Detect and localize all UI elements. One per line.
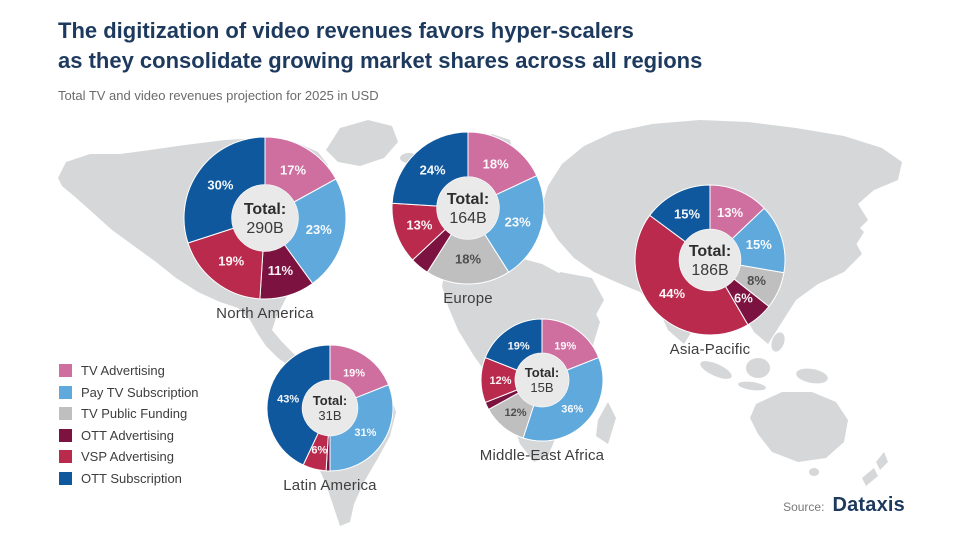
map-java [738, 381, 766, 391]
donut-north-america-pct-ott-subscription: 30% [207, 178, 233, 193]
map-tasmania [809, 468, 819, 476]
legend-label: TV Public Funding [81, 406, 188, 422]
donut-latin-america-pct-pay-tv-subscription: 31% [354, 427, 376, 439]
donut-latin-america-total-label: Total: [313, 393, 347, 408]
legend-label: OTT Advertising [81, 427, 174, 443]
map-philippines [771, 332, 785, 352]
donut-middle-east-africa-pct-vsp-advertising: 12% [490, 375, 512, 387]
donut-north-america-total-value: 290B [246, 220, 283, 237]
donut-north-america-pct-vsp-advertising: 19% [218, 254, 244, 269]
map-new-guinea [796, 368, 828, 384]
legend-item-ott-advertising: OTT Advertising [59, 425, 199, 447]
donut-europe-pct-tv-advertising: 18% [483, 156, 509, 171]
donut-asia-pacific-pct-pay-tv-subscription: 15% [746, 237, 772, 252]
donut-europe-pct-vsp-advertising: 13% [406, 218, 432, 233]
donut-north-america-pct-pay-tv-subscription: 23% [306, 222, 332, 237]
region-label-middle-east-africa: Middle-East Africa [479, 447, 605, 464]
donut-middle-east-africa-total-label: Total: [525, 365, 559, 380]
legend-label: OTT Subscription [81, 470, 182, 486]
donut-north-america: Total: 290B 17% 23% 11% 19% 30% [183, 136, 347, 300]
legend-item-tv-public-funding: TV Public Funding [59, 403, 199, 425]
page-title-line-1: The digitization of video revenues favor… [58, 18, 634, 43]
donut-middle-east-africa-pct-ott-subscription: 19% [508, 341, 530, 353]
donut-middle-east-africa-pct-tv-advertising: 19% [554, 341, 576, 353]
legend-item-ott-subscription: OTT Subscription [59, 468, 199, 490]
donut-europe-hole [436, 176, 500, 240]
donut-europe-pct-tv-public-funding: 18% [455, 252, 481, 267]
map-new-zealand-south [862, 468, 878, 486]
donut-latin-america-hole [302, 380, 358, 436]
donut-middle-east-africa-pct-pay-tv-subscription: 36% [561, 403, 583, 415]
donut-asia-pacific-segment-vsp-advertising [634, 214, 749, 336]
map-japan [846, 224, 864, 252]
legend-item-pay-tv-subscription: Pay TV Subscription [59, 382, 199, 404]
donut-europe-pct-ott-subscription: 24% [420, 162, 446, 177]
page-subtitle: Total TV and video revenues projection f… [58, 88, 379, 103]
donut-north-america-hole [231, 184, 299, 252]
legend-swatch-ott-subscription [59, 471, 72, 485]
source-brand-dataxis: Dataxis [832, 494, 905, 516]
region-label-north-america: North America [216, 305, 314, 322]
page-title-line-2: as they consolidate growing market share… [58, 48, 703, 73]
donut-asia-pacific-total-value: 186B [691, 262, 728, 279]
legend-label: Pay TV Subscription [81, 384, 199, 400]
donut-asia-pacific: Total: 186B 13% 15% 8% 6% 44% 15% [634, 184, 786, 336]
page-title: The digitization of video revenues favor… [58, 16, 898, 76]
chart-legend: TV Advertising Pay TV Subscription TV Pu… [59, 360, 199, 489]
donut-europe: Total: 164B 18% 23% 18% 13% 24% [391, 131, 545, 285]
donut-latin-america-total-value: 31B [318, 408, 341, 423]
legend-swatch-ott-advertising [59, 428, 72, 442]
legend-swatch-tv-public-funding [59, 407, 72, 421]
donut-europe-pct-pay-tv-subscription: 23% [505, 214, 531, 229]
donut-asia-pacific-pct-ott-subscription: 15% [674, 206, 700, 221]
legend-swatch-pay-tv-subscription [59, 385, 72, 399]
map-madagascar [596, 402, 616, 444]
legend-label: VSP Advertising [81, 449, 174, 465]
map-borneo [746, 358, 770, 378]
source-attribution: Source: Dataxis [783, 494, 905, 517]
donut-europe-total-value: 164B [449, 210, 486, 227]
donut-asia-pacific-hole [679, 229, 741, 291]
donut-asia-pacific-pct-tv-advertising: 13% [717, 205, 743, 220]
map-new-zealand-north [876, 452, 888, 470]
donut-middle-east-africa-hole [515, 353, 569, 407]
donut-middle-east-africa: Total:15B 19% 36% 12% 12% 19% [480, 318, 604, 442]
donut-latin-america-pct-vsp-advertising: 6% [311, 444, 327, 456]
legend-label: TV Advertising [81, 363, 165, 379]
legend-swatch-vsp-advertising [59, 450, 72, 464]
region-label-asia-pacific: Asia-Pacific [669, 341, 751, 358]
map-arabia [554, 272, 604, 322]
donut-asia-pacific-total-label: Total: [689, 243, 731, 260]
legend-item-vsp-advertising: VSP Advertising [59, 446, 199, 468]
donut-asia-pacific-pct-vsp-advertising: 44% [659, 286, 685, 301]
legend-swatch-tv-advertising [59, 364, 72, 378]
donut-north-america-pct-ott-advertising: 11% [268, 263, 294, 278]
map-australia [750, 392, 848, 462]
region-label-europe: Europe [443, 290, 493, 307]
donut-middle-east-africa-total-value: 15B [530, 380, 553, 395]
donut-latin-america-pct-ott-subscription: 43% [277, 394, 299, 406]
donut-latin-america: Total:31B 19% 31% 6% 43% [266, 344, 394, 472]
donut-asia-pacific-pct-ott-advertising: 6% [734, 290, 753, 305]
donut-middle-east-africa-pct-tv-public-funding: 12% [505, 407, 527, 419]
donut-north-america-total-label: Total: [244, 201, 286, 218]
donut-north-america-pct-tv-advertising: 17% [280, 163, 306, 178]
donut-europe-total-label: Total: [447, 191, 489, 208]
region-label-latin-america: Latin America [283, 477, 377, 494]
map-sumatra [700, 361, 732, 379]
donut-latin-america-pct-tv-advertising: 19% [343, 368, 365, 380]
map-greenland [326, 120, 398, 166]
donut-asia-pacific-pct-tv-public-funding: 8% [747, 273, 766, 288]
source-label: Source: [783, 500, 825, 514]
legend-item-tv-advertising: TV Advertising [59, 360, 199, 382]
